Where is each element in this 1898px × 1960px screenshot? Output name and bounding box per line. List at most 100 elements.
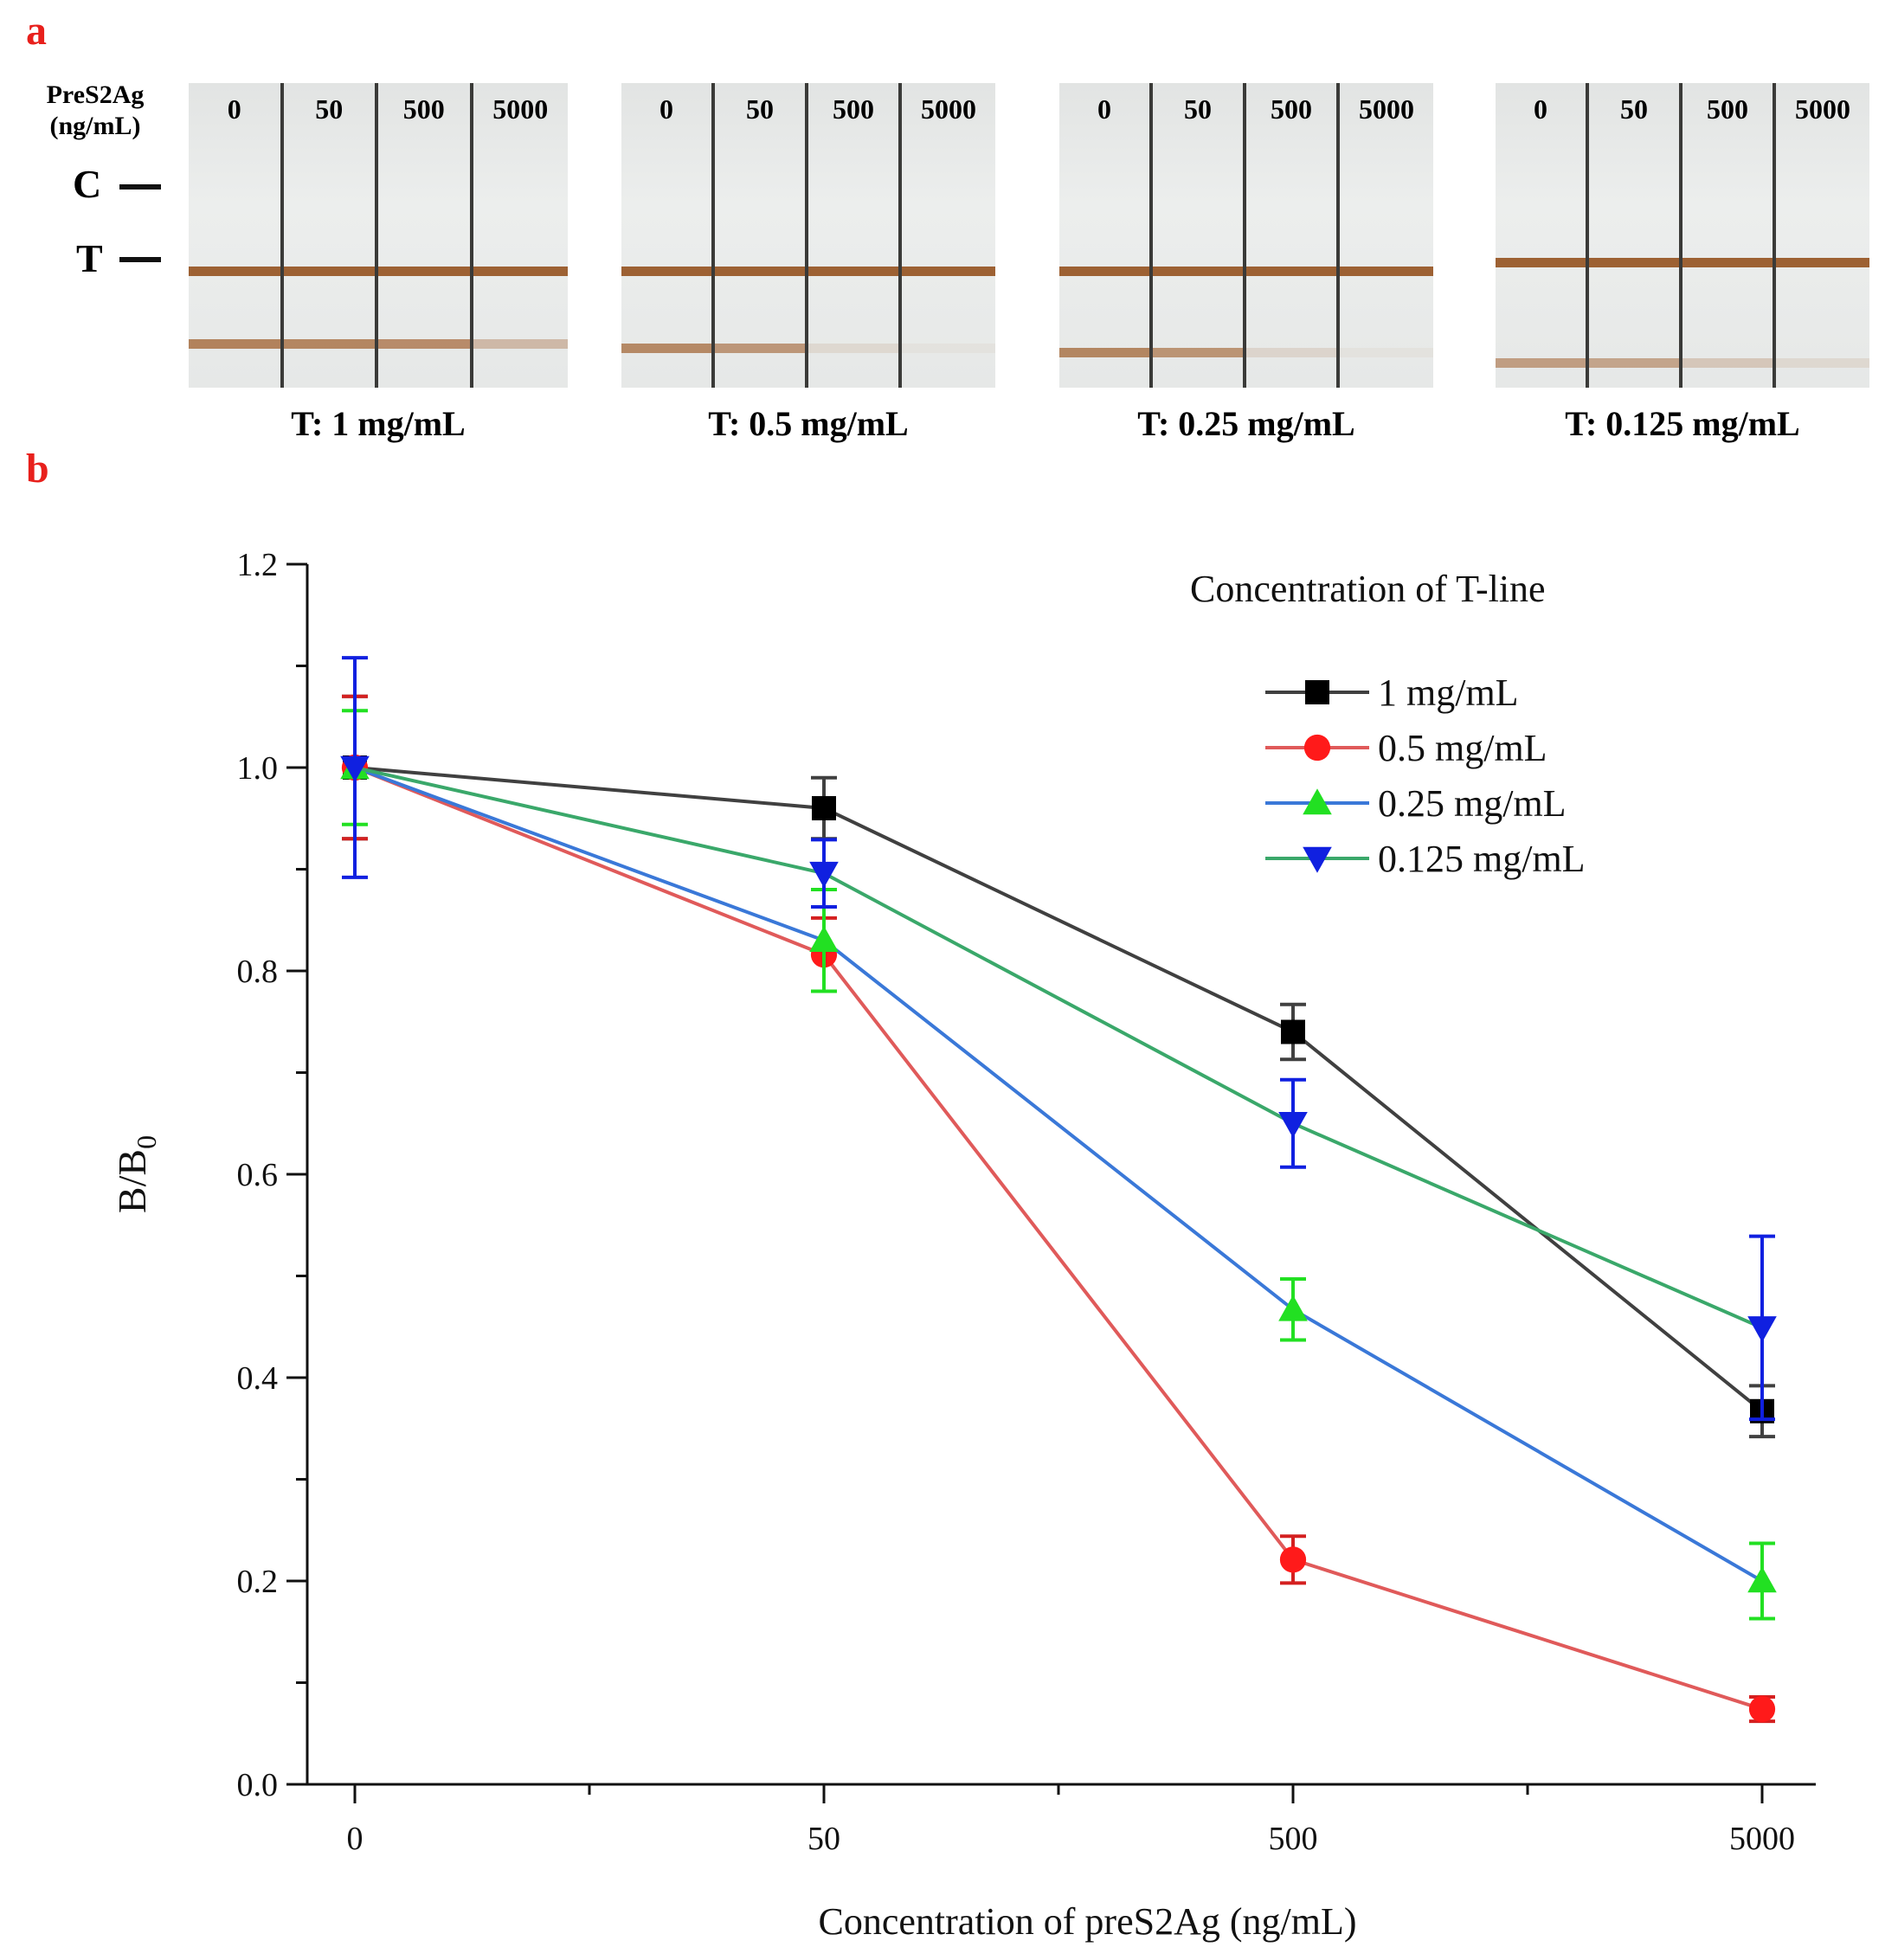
test-band [1776, 358, 1869, 368]
test-band [1246, 348, 1336, 357]
x-tick-label: 0 [347, 1821, 364, 1857]
strip-group: 0 50 500 5000 [189, 83, 568, 388]
strip-concentration-label: 500 [833, 93, 874, 125]
y-tick-label: 0.4 [237, 1360, 279, 1397]
strip-group-caption: T: 1 mg/mL [291, 404, 466, 443]
test-band [378, 339, 470, 349]
y-axis-label-subscript: 0 [131, 1135, 162, 1149]
control-band [1246, 267, 1336, 276]
strip-concentration-label: 500 [1271, 93, 1312, 125]
strip-concentration-label: 0 [1097, 93, 1111, 125]
test-band [283, 339, 375, 349]
line-chart: 0.0 0.2 0.4 0.6 0.8 1.0 1.2 0 50 500 5000 Concentra… [110, 547, 1816, 1943]
test-band [902, 344, 995, 353]
test-strip: 0 [189, 83, 284, 388]
control-band [378, 267, 470, 276]
panel-a-label: a [26, 8, 47, 54]
control-band [715, 267, 805, 276]
test-band [1496, 358, 1586, 368]
legend-label: 0.25 mg/mL [1378, 782, 1567, 825]
test-strip: 50 [283, 83, 378, 388]
data-point-triangle-up [1278, 1295, 1308, 1321]
test-strip: 5000 [1776, 83, 1869, 388]
strip-concentration-label: 500 [1707, 93, 1748, 125]
strip-group-caption: T: 0.5 mg/mL [708, 404, 909, 443]
test-band [473, 339, 568, 349]
strip-concentration-label: 0 [227, 93, 241, 125]
control-band [808, 267, 898, 276]
test-line-label: T [76, 236, 103, 280]
series-group [340, 656, 1777, 1422]
test-strip: 5000 [902, 83, 995, 388]
y-tick-label: 0.8 [237, 954, 279, 990]
test-line-marker [119, 257, 161, 262]
test-strip: 500 [808, 83, 902, 388]
analyte-label-line1: PreS2Ag [46, 80, 145, 109]
strip-group: 0 50 500 5000 [1496, 83, 1869, 388]
x-axis-label: Concentration of preS2Ag (ng/mL) [819, 1900, 1357, 1943]
test-strip: 5000 [473, 83, 568, 388]
test-strip: 0 [621, 83, 715, 388]
panel-b-label: b [26, 446, 49, 492]
legend: Concentration of T-line 1 mg/mL 0.5 mg/mL 0… [1190, 568, 1586, 880]
control-band [473, 267, 568, 276]
test-strip: 50 [1589, 83, 1682, 388]
test-strip: 500 [1246, 83, 1340, 388]
strip-concentration-label: 0 [659, 93, 673, 125]
strip-concentration-label: 50 [1184, 93, 1212, 125]
test-strip: 0 [1059, 83, 1153, 388]
strip-group-caption: T: 0.125 mg/mL [1565, 404, 1800, 443]
test-band [1059, 348, 1149, 357]
y-tick-label: 0.6 [237, 1157, 279, 1193]
control-band [1589, 258, 1679, 267]
legend-label: 0.5 mg/mL [1378, 727, 1547, 769]
strip-concentration-label: 5000 [1795, 93, 1850, 125]
control-band [1682, 258, 1773, 267]
legend-item: 0.25 mg/mL [1265, 782, 1567, 825]
y-tick-label: 1.2 [237, 547, 279, 583]
control-band [1153, 267, 1243, 276]
legend-item: 0.125 mg/mL [1265, 838, 1586, 880]
legend-item: 0.5 mg/mL [1265, 727, 1547, 769]
legend-item: 1 mg/mL [1265, 672, 1519, 714]
data-point-triangle-down [1747, 1316, 1777, 1343]
strip-group: 0 50 500 5000 [621, 83, 995, 388]
y-tick-label: 1.0 [237, 750, 279, 787]
test-band [189, 339, 280, 349]
y-tick-label: 0.0 [237, 1767, 279, 1803]
analyte-label-line2: (ng/mL) [49, 112, 141, 140]
data-point-triangle-up [809, 925, 839, 953]
legend-label: 1 mg/mL [1378, 672, 1519, 714]
series-line [354, 766, 1763, 1330]
axes: 0.0 0.2 0.4 0.6 0.8 1.0 1.2 0 50 500 5000 Concentra… [110, 547, 1816, 1943]
control-band [1340, 267, 1433, 276]
test-strip: 5000 [1340, 83, 1433, 388]
strip-concentration-label: 5000 [921, 93, 976, 125]
data-point-triangle-down [809, 861, 839, 888]
x-tick-label: 500 [1269, 1821, 1318, 1857]
control-line-label: C [73, 162, 102, 206]
strip-group: 0 50 500 5000 [1059, 83, 1433, 388]
data-point-triangle-up [1747, 1566, 1777, 1593]
data-point-square [812, 796, 836, 820]
analyte-label: PreS2Ag (ng/mL) [26, 80, 164, 142]
control-band [1059, 267, 1149, 276]
control-line-marker [119, 184, 161, 190]
series-layer [340, 656, 1777, 1724]
data-point-circle [1748, 1695, 1776, 1723]
test-band [808, 344, 898, 353]
data-point-square [1281, 1019, 1305, 1044]
data-point-triangle-down [1303, 846, 1332, 873]
series-group [340, 709, 1777, 1621]
legend-title: Concentration of T-line [1190, 568, 1546, 610]
strip-concentration-label: 5000 [492, 93, 549, 125]
data-point-triangle-up [1303, 788, 1332, 815]
series-line [354, 766, 1763, 1711]
control-band [621, 267, 711, 276]
y-axis-label: B/B0 [110, 1135, 162, 1213]
series-line [354, 766, 1764, 1413]
strip-group-caption: T: 0.25 mg/mL [1137, 404, 1355, 443]
strip-concentration-label: 5000 [1359, 93, 1414, 125]
strip-concentration-label: 50 [315, 93, 344, 125]
series-line [354, 766, 1764, 1583]
